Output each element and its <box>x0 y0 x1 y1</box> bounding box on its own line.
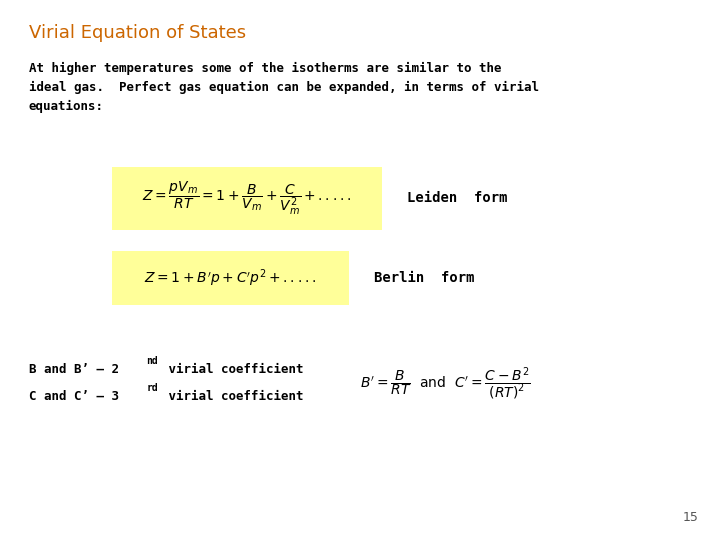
Text: $B^{\prime}= \dfrac{B}{RT}$  and  $C^{\prime}= \dfrac{C - B^2}{(RT)^2}$: $B^{\prime}= \dfrac{B}{RT}$ and $C^{\pri… <box>360 365 531 402</box>
Text: Leiden  form: Leiden form <box>407 192 508 205</box>
FancyBboxPatch shape <box>112 167 382 230</box>
Text: At higher temperatures some of the isotherms are similar to the
ideal gas.  Perf: At higher temperatures some of the isoth… <box>29 62 539 113</box>
Text: 15: 15 <box>683 511 698 524</box>
Text: rd: rd <box>146 383 158 393</box>
Text: virial coefficient: virial coefficient <box>161 390 303 403</box>
Text: C and C’ – 3: C and C’ – 3 <box>29 390 119 403</box>
Text: Virial Equation of States: Virial Equation of States <box>29 24 246 42</box>
Text: Berlin  form: Berlin form <box>374 271 475 285</box>
Text: virial coefficient: virial coefficient <box>161 363 303 376</box>
Text: $Z = 1 + B^{\prime}p + C^{\prime}p^{2} + .....$: $Z = 1 + B^{\prime}p + C^{\prime}p^{2} +… <box>144 267 317 289</box>
Text: B and B’ – 2: B and B’ – 2 <box>29 363 119 376</box>
Text: nd: nd <box>146 356 158 366</box>
Text: $Z = \dfrac{pV_m}{RT} = 1 + \dfrac{B}{V_m} + \dfrac{C}{V_m^2} + .....$: $Z = \dfrac{pV_m}{RT} = 1 + \dfrac{B}{V_… <box>142 179 351 218</box>
FancyBboxPatch shape <box>112 251 349 305</box>
